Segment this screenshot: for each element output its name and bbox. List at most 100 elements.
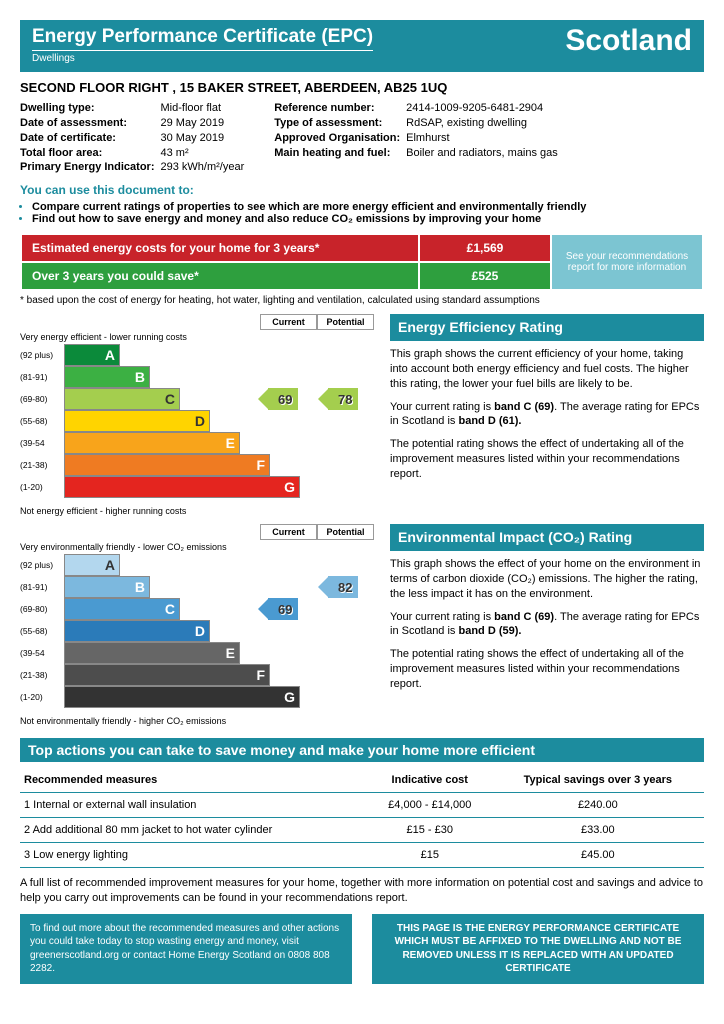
meta-label: Reference number:	[274, 101, 400, 116]
footer-notice: THIS PAGE IS THE ENERGY PERFORMANCE CERT…	[372, 914, 704, 984]
eer-p3: The potential rating shows the effect of…	[390, 437, 704, 482]
use-title: You can use this document to:	[20, 183, 704, 197]
rec-cell: £33.00	[492, 818, 704, 843]
cost-row-label: Over 3 years you could save*	[21, 262, 419, 290]
band-range: (39-54	[20, 438, 64, 448]
eer-chart: Current Potential Very energy efficient …	[20, 314, 380, 518]
cost-row-label: Estimated energy costs for your home for…	[21, 234, 419, 262]
meta-value: 29 May 2019	[161, 116, 245, 131]
meta-value: Elmhurst	[406, 131, 558, 146]
cost-table: Estimated energy costs for your home for…	[20, 233, 704, 291]
rec-cell: 1 Internal or external wall insulation	[20, 793, 368, 818]
eer-text: Energy Efficiency Rating This graph show…	[390, 314, 704, 518]
eer-title: Energy Efficiency Rating	[390, 314, 704, 341]
eir-p2: Your current rating is band C (69). The …	[390, 610, 704, 640]
rec-row: 2 Add additional 80 mm jacket to hot wat…	[20, 818, 704, 843]
eir-p1: This graph shows the effect of your home…	[390, 557, 704, 602]
band-range: (81-91)	[20, 372, 64, 382]
cp-header: Potential	[317, 314, 374, 330]
rec-row: 3 Low energy lighting£15£45.00	[20, 843, 704, 868]
meta-value: 2414-1009-9205-6481-2904	[406, 101, 558, 116]
meta-label: Primary Energy Indicator:	[20, 160, 155, 175]
meta-value: 30 May 2019	[161, 131, 245, 146]
meta-label: Main heating and fuel:	[274, 146, 400, 161]
recommendations-table: Recommended measuresIndicative costTypic…	[20, 768, 704, 868]
eir-chart: Current Potential Very environmentally f…	[20, 524, 380, 728]
band-bar-A: A	[64, 344, 120, 366]
current-rating-arrow: 69	[268, 598, 298, 620]
eir-title: Environmental Impact (CO₂) Rating	[390, 524, 704, 551]
rec-cell: 2 Add additional 80 mm jacket to hot wat…	[20, 818, 368, 843]
band-range: (69-80)	[20, 394, 64, 404]
band-range: (1-20)	[20, 692, 64, 702]
eir-bottom-caption: Not environmentally friendly - higher CO…	[20, 716, 380, 726]
footer-contact: To find out more about the recommended m…	[20, 914, 352, 984]
potential-rating-arrow: 78	[328, 388, 358, 410]
cost-row-value: £1,569	[419, 234, 551, 262]
meta-value: Mid-floor flat	[161, 101, 245, 116]
meta-value: 43 m²	[161, 146, 245, 161]
meta-label: Total floor area:	[20, 146, 155, 161]
band-bar-B: B	[64, 576, 150, 598]
band-bar-G: G	[64, 686, 300, 708]
cp-header: Current	[260, 314, 317, 330]
cost-row-value: £525	[419, 262, 551, 290]
property-address: SECOND FLOOR RIGHT , 15 BAKER STREET, AB…	[20, 80, 704, 95]
meta-label: Dwelling type:	[20, 101, 155, 116]
eer-p1: This graph shows the current efficiency …	[390, 347, 704, 392]
band-bar-D: D	[64, 620, 210, 642]
rec-row: 1 Internal or external wall insulation£4…	[20, 793, 704, 818]
band-bar-E: E	[64, 432, 240, 454]
eir-text: Environmental Impact (CO₂) Rating This g…	[390, 524, 704, 728]
current-rating-arrow: 69	[268, 388, 298, 410]
rec-header: Indicative cost	[368, 768, 492, 793]
band-range: (55-68)	[20, 626, 64, 636]
rec-header: Typical savings over 3 years	[492, 768, 704, 793]
eer-top-caption: Very energy efficient - lower running co…	[20, 332, 380, 342]
band-range: (69-80)	[20, 604, 64, 614]
use-bullet: Compare current ratings of properties to…	[32, 201, 704, 213]
band-range: (1-20)	[20, 482, 64, 492]
band-bar-E: E	[64, 642, 240, 664]
band-range: (39-54	[20, 648, 64, 658]
meta-label: Approved Organisation:	[274, 131, 400, 146]
meta-value: Boiler and radiators, mains gas	[406, 146, 558, 161]
rec-cell: 3 Low energy lighting	[20, 843, 368, 868]
cost-info: See your recommendations report for more…	[551, 234, 703, 290]
eir-p3: The potential rating shows the effect of…	[390, 647, 704, 692]
cost-footnote: * based upon the cost of energy for heat…	[20, 295, 704, 306]
band-range: (21-38)	[20, 670, 64, 680]
cp-header: Current	[260, 524, 317, 540]
meta-value: RdSAP, existing dwelling	[406, 116, 558, 131]
potential-rating-arrow: 82	[328, 576, 358, 598]
band-range: (21-38)	[20, 460, 64, 470]
band-bar-F: F	[64, 454, 270, 476]
meta-label: Date of certificate:	[20, 131, 155, 146]
header: Energy Performance Certificate (EPC) Dwe…	[20, 20, 704, 72]
epc-subtitle: Dwellings	[32, 50, 373, 64]
cp-header: Potential	[317, 524, 374, 540]
rec-cell: £15 - £30	[368, 818, 492, 843]
eer-p2: Your current rating is band C (69). The …	[390, 400, 704, 430]
top-actions-title: Top actions you can take to save money a…	[20, 738, 704, 762]
band-range: (55-68)	[20, 416, 64, 426]
region-label: Scotland	[565, 26, 692, 56]
band-bar-G: G	[64, 476, 300, 498]
band-bar-D: D	[64, 410, 210, 432]
meta-grid: Dwelling type:Date of assessment:Date of…	[20, 101, 704, 175]
epc-title: Energy Performance Certificate (EPC)	[32, 26, 373, 48]
meta-value: 293 kWh/m²/year	[161, 160, 245, 175]
band-bar-B: B	[64, 366, 150, 388]
meta-label: Date of assessment:	[20, 116, 155, 131]
band-range: (92 plus)	[20, 560, 64, 570]
use-bullets: Compare current ratings of properties to…	[20, 201, 704, 225]
rec-cell: £15	[368, 843, 492, 868]
band-bar-C: C	[64, 388, 180, 410]
rec-cell: £4,000 - £14,000	[368, 793, 492, 818]
band-bar-A: A	[64, 554, 120, 576]
band-bar-F: F	[64, 664, 270, 686]
use-bullet: Find out how to save energy and money an…	[32, 213, 704, 225]
band-range: (92 plus)	[20, 350, 64, 360]
band-bar-C: C	[64, 598, 180, 620]
rec-cell: £240.00	[492, 793, 704, 818]
